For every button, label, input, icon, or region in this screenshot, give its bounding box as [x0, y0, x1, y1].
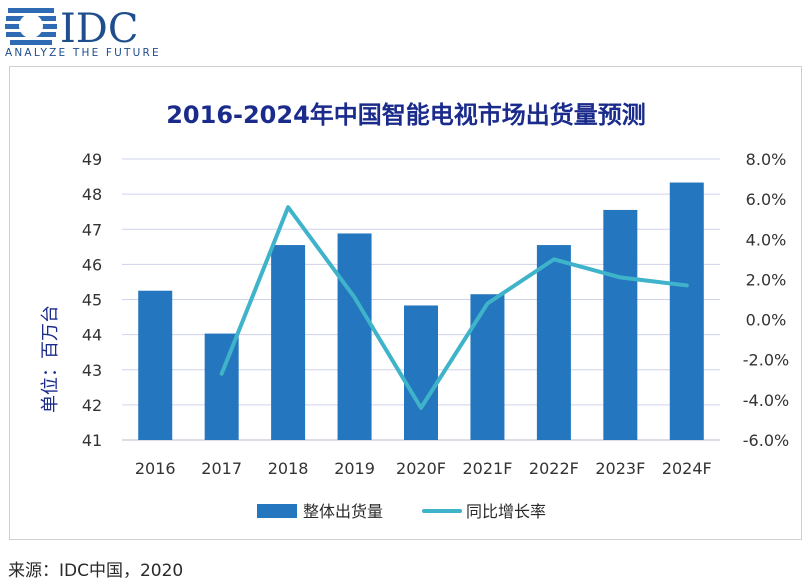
idc-logo: IDC ANALYZE THE FUTURE: [5, 6, 161, 59]
y2-tick-label: 4.0%: [746, 230, 787, 249]
y2-tick-label: -4.0%: [743, 391, 789, 410]
y-tick-label: 44: [82, 326, 102, 345]
legend-label-bar: 整体出货量: [303, 502, 383, 521]
legend-swatch-bar: [257, 504, 297, 518]
bar: [603, 209, 638, 440]
bar: [138, 290, 173, 440]
y-tick-label: 43: [82, 361, 102, 380]
bar: [204, 333, 239, 440]
legend-label-line: 同比增长率: [466, 502, 546, 521]
logo-tagline: ANALYZE THE FUTURE: [5, 47, 161, 59]
y2-tick-label: 6.0%: [746, 190, 787, 209]
y-tick-label: 41: [82, 431, 102, 450]
y2-tick-label: 2.0%: [746, 270, 787, 289]
bar: [337, 233, 372, 440]
y-axis-right: 8.0% 6.0% 4.0% 2.0% 0.0% -2.0% -4.0% -6.0%: [743, 150, 789, 450]
globe-icon: [5, 8, 57, 45]
x-tick-label: 2024F: [662, 459, 712, 478]
growth-line-series: [219, 205, 689, 410]
y-tick-label: 42: [82, 396, 102, 415]
source-note: 来源：IDC中国，2020: [8, 561, 184, 581]
logo-wordmark: IDC: [60, 6, 138, 52]
y-axis-left: 49 48 47 46 45 44 43 42 41: [82, 150, 102, 450]
growth-line: [219, 205, 689, 410]
x-tick-label: 2018: [268, 459, 309, 478]
x-axis: 2016 2017 2018 2019 2020F 2021F 2022F 2023F 2024…: [135, 459, 712, 478]
chart-frame: 2016-2024年中国智能电视市场出货量预测 49 48 47 46 45 44 43 42…: [9, 66, 802, 540]
x-tick-label: 2016: [135, 459, 176, 478]
bar: [536, 245, 571, 440]
bar: [470, 294, 505, 440]
y2-tick-label: 8.0%: [746, 150, 787, 169]
y-tick-label: 47: [82, 220, 102, 239]
x-tick-label: 2021F: [462, 459, 512, 478]
x-tick-label: 2022F: [529, 459, 579, 478]
x-tick-label: 2017: [201, 459, 242, 478]
bar: [271, 245, 306, 440]
y-tick-label: 49: [82, 150, 102, 169]
x-tick-label: 2019: [334, 459, 375, 478]
y2-tick-label: -2.0%: [743, 351, 789, 370]
y-tick-label: 48: [82, 185, 102, 204]
y2-tick-label: -6.0%: [743, 431, 789, 450]
bar: [404, 305, 438, 440]
bar-series: [138, 182, 704, 440]
y-axis-title: 单位：百万台: [40, 305, 61, 413]
x-tick-label: 2020F: [396, 459, 446, 478]
chart-title: 2016-2024年中国智能电视市场出货量预测: [166, 101, 646, 129]
y-tick-label: 45: [82, 291, 102, 310]
bar: [669, 182, 704, 440]
legend: 整体出货量 同比增长率: [257, 502, 546, 521]
y-tick-label: 46: [82, 255, 102, 274]
x-tick-label: 2023F: [595, 459, 645, 478]
y2-tick-label: 0.0%: [746, 311, 787, 330]
chart: 2016-2024年中国智能电视市场出货量预测 49 48 47 46 45 44 43 42…: [40, 101, 789, 521]
